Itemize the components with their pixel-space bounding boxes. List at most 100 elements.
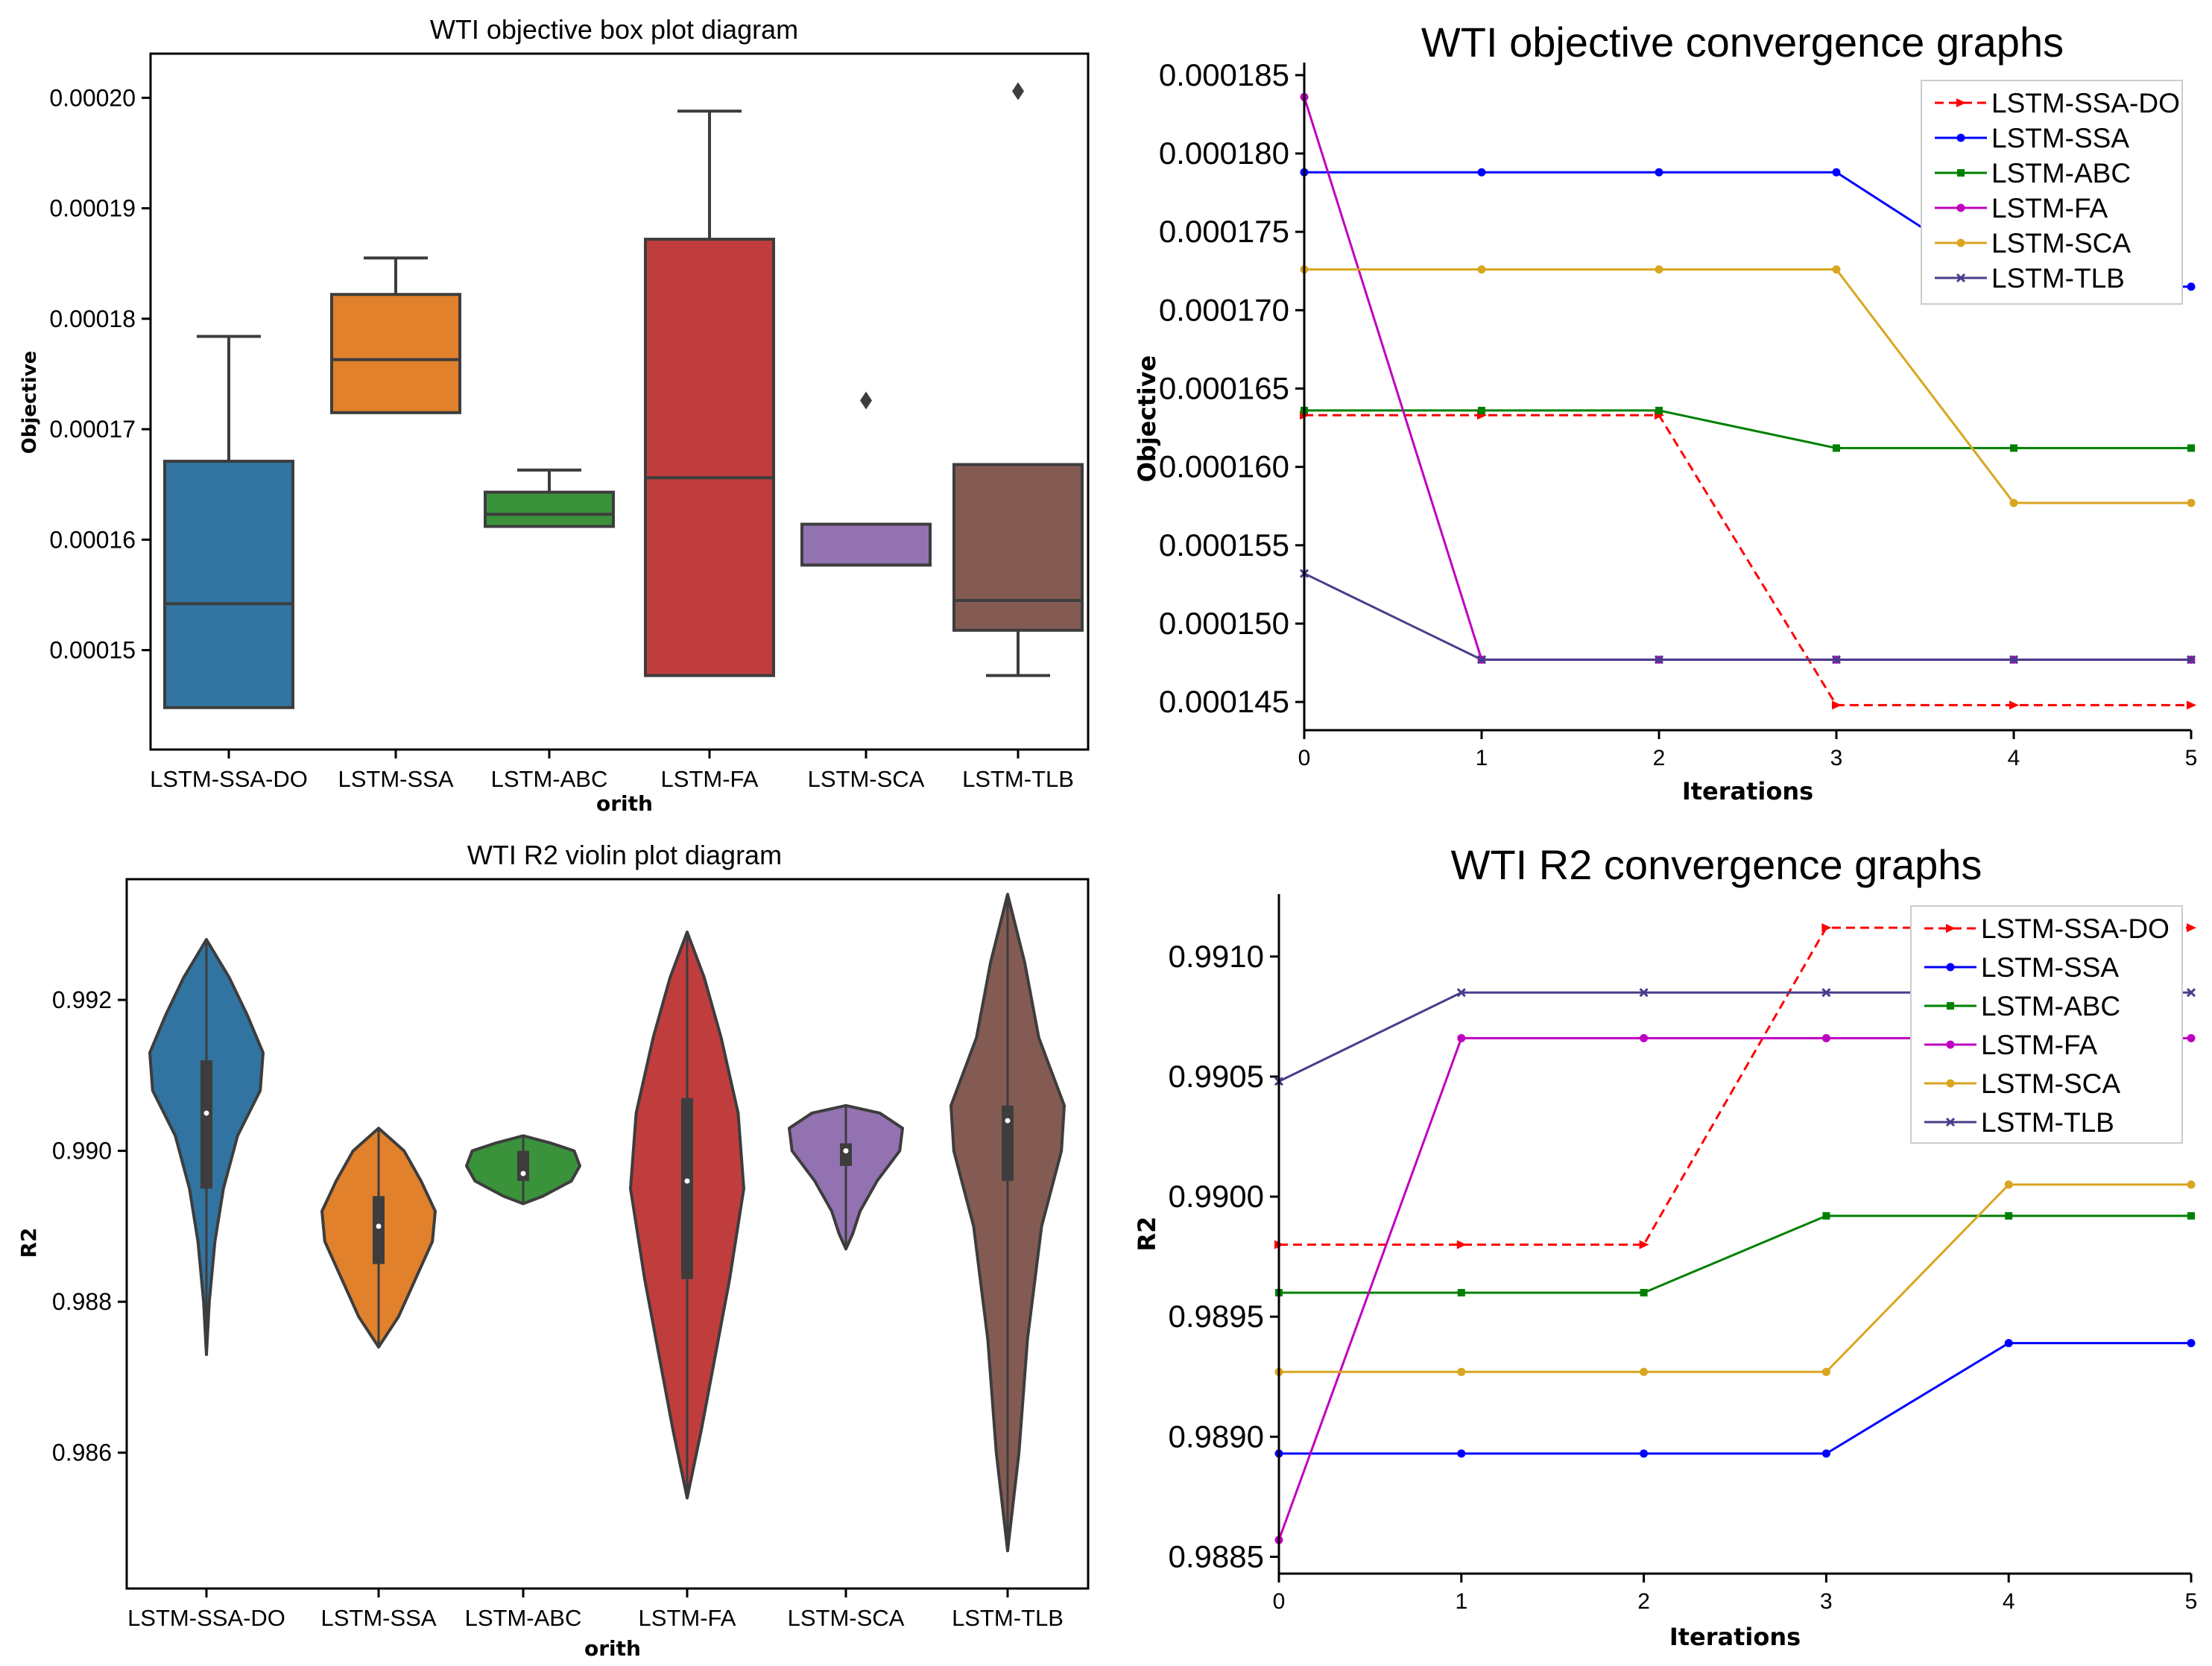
r2-conv-legend-frame	[1910, 905, 2183, 1144]
violin-x-tick-label: LSTM-SSA-DO	[127, 1605, 285, 1631]
obj-conv-point-lstm-tlb	[1476, 655, 1487, 665]
obj-conv-legend-marker-lstm-tlb	[1956, 273, 1966, 283]
obj-conv-x-tick-label: 5	[2185, 746, 2198, 770]
obj-conv-point-lstm-abc	[2187, 444, 2195, 452]
obj-conv-y-tick-label: 0.000165	[1159, 370, 1289, 405]
obj-conv-point-lstm-ssa	[1655, 168, 1663, 177]
obj-conv-point-lstm-sca	[1832, 265, 1841, 274]
violin-plot-x-label: orith	[584, 1636, 641, 1661]
box-x-tick-label: LSTM-SSA	[338, 766, 453, 792]
box-plot-x-axis: LSTM-SSA-DO LSTM-SSA LSTM-ABC LSTM-FA LSTM-S…	[150, 750, 1074, 792]
r2-conv-point-lstm-abc	[1457, 1288, 1465, 1296]
r2-conv-x-tick-label: 3	[1820, 1589, 1833, 1614]
box-x-tick-label: LSTM-ABC	[491, 766, 608, 792]
violin-y-tick-label: 0.988	[52, 1288, 112, 1315]
box-plot-title: WTI objective box plot diagram	[430, 14, 798, 45]
r2-conv-point-lstm-fa	[1457, 1033, 1466, 1042]
r2-conv-point-lstm-ssa	[1821, 1449, 1830, 1458]
r2-convergence-chart: WTI R2 convergence graphs 0.98850.98900.…	[1133, 841, 2197, 1651]
obj-conv-x-tick-label: 3	[1830, 746, 1843, 770]
r2-conv-point-lstm-ssa	[1640, 1449, 1649, 1458]
obj-conv-series-line-lstm-sca	[1304, 268, 2191, 504]
r2-conv-y-tick-label: 0.9910	[1169, 939, 1264, 974]
box-y-tick-label: 0.00018	[49, 305, 136, 332]
r2-conv-point-lstm-ssa	[2187, 1339, 2196, 1348]
obj-conv-point-lstm-abc	[1833, 444, 1840, 452]
r2-conv-point-lstm-ssa-do	[2187, 923, 2196, 933]
r2-conv-x-tick-label: 2	[1637, 1589, 1650, 1614]
r2-convergence-y-axis: 0.9885 0.9890 0.9895 0.9900 0.9905 0.9910	[1169, 939, 1279, 1574]
objective-convergence-x-axis: 0 1 2 3 4 5	[1298, 730, 2198, 770]
obj-conv-legend-marker-lstm-ssa	[1956, 133, 1965, 142]
r2-conv-series-line-lstm-ssa	[1279, 1342, 2191, 1455]
obj-conv-y-tick-label: 0.000155	[1159, 528, 1289, 563]
obj-conv-series-line-lstm-abc	[1304, 409, 2191, 449]
r2-conv-point-lstm-abc	[2187, 1212, 2195, 1220]
obj-conv-y-tick-label: 0.000185	[1159, 57, 1289, 92]
r2-conv-point-lstm-tlb	[1821, 988, 1831, 998]
r2-conv-legend-label-lstm-ssa: LSTM-SSA	[1981, 952, 2119, 983]
violin-plot-marks	[148, 893, 1066, 1553]
r2-conv-legend-marker-lstm-ssa	[1946, 963, 1955, 972]
r2-conv-series-line-lstm-sca	[1279, 1183, 2191, 1373]
box-y-tick-label: 0.00020	[49, 84, 136, 111]
obj-conv-legend-label-lstm-ssa: LSTM-SSA	[1991, 123, 2129, 153]
r2-conv-legend-marker-lstm-fa	[1946, 1040, 1955, 1049]
violin-iqr-lstm-fa	[681, 1098, 693, 1279]
box-y-tick-label: 0.00016	[49, 526, 136, 553]
box-lstm-abc	[484, 490, 615, 528]
violin-x-tick-label: LSTM-FA	[639, 1605, 736, 1631]
violin-median-lstm-ssa	[376, 1223, 382, 1229]
r2-conv-point-lstm-fa	[1640, 1033, 1649, 1042]
box-x-tick-label: LSTM-SSA-DO	[150, 766, 308, 792]
obj-conv-point-lstm-sca	[2187, 498, 2196, 507]
r2-conv-point-lstm-sca	[1821, 1367, 1830, 1376]
obj-conv-y-tick-label: 0.000150	[1159, 606, 1289, 641]
r2-convergence-x-axis: 0 1 2 3 4 5	[1273, 1574, 2198, 1614]
r2-conv-x-tick-label: 0	[1273, 1589, 1286, 1614]
r2-conv-x-tick-label: 5	[2185, 1589, 2198, 1614]
r2-conv-point-lstm-fa	[2187, 1033, 2196, 1042]
obj-conv-point-lstm-sca	[1477, 265, 1486, 274]
r2-conv-point-lstm-tlb	[1639, 988, 1649, 998]
obj-conv-legend-frame	[1921, 80, 2183, 305]
obj-conv-point-lstm-abc	[2010, 444, 2017, 452]
obj-conv-legend-marker-lstm-ssa-do	[1956, 98, 1966, 107]
obj-conv-legend-label-lstm-abc: LSTM-ABC	[1991, 158, 2131, 189]
violin-plot-frame	[125, 878, 1090, 1590]
r2-conv-legend-marker-lstm-tlb	[1945, 1117, 1956, 1127]
r2-conv-point-lstm-tlb	[1456, 988, 1466, 998]
r2-conv-series-line-lstm-abc	[1279, 1214, 2191, 1294]
r2-conv-point-lstm-abc	[1822, 1212, 1830, 1220]
objective-convergence-legend: LSTM-SSA-DO LSTM-SSA LSTM-ABC LSTM-FA LSTM-S…	[1921, 80, 2183, 305]
violin-x-tick-label: LSTM-SCA	[788, 1605, 905, 1631]
box-lstm-ssa-do	[163, 460, 294, 709]
violin-iqr-lstm-ssa	[373, 1196, 385, 1264]
obj-conv-x-tick-label: 2	[1653, 746, 1666, 770]
r2-conv-point-lstm-fa	[1821, 1033, 1830, 1042]
obj-conv-point-lstm-ssa	[1832, 168, 1841, 177]
obj-conv-legend-label-lstm-ssa-do: LSTM-SSA-DO	[1991, 88, 2180, 118]
r2-conv-x-tick-label: 1	[1455, 1589, 1467, 1614]
box-plot-frame	[149, 52, 1090, 751]
violin-y-tick-label: 0.986	[52, 1439, 112, 1466]
box-outlier-lstm-sca	[860, 391, 872, 410]
r2-convergence-y-label: R2	[1133, 1217, 1161, 1252]
violin-iqr-lstm-abc	[517, 1150, 529, 1182]
obj-conv-point-lstm-sca	[1655, 265, 1663, 274]
obj-conv-y-tick-label: 0.000145	[1159, 684, 1289, 719]
r2-conv-legend-marker-lstm-ssa-do	[1946, 924, 1956, 933]
violin-plot-title: WTI R2 violin plot diagram	[467, 840, 782, 870]
box-plot-x-label: orith	[596, 791, 653, 816]
obj-conv-legend-label-lstm-sca: LSTM-SCA	[1991, 228, 2131, 259]
r2-conv-point-lstm-ssa-do	[1639, 1240, 1649, 1250]
r2-conv-point-lstm-sca	[2004, 1180, 2013, 1189]
obj-conv-x-tick-label: 4	[2008, 746, 2020, 770]
r2-conv-legend-marker-lstm-abc	[1947, 1002, 1954, 1010]
obj-conv-point-lstm-ssa	[1477, 168, 1486, 177]
obj-conv-point-lstm-ssa-do	[2187, 700, 2196, 710]
r2-conv-y-tick-label: 0.9900	[1169, 1179, 1264, 1214]
objective-convergence-y-axis: 0.000145 0.000150 0.000155 0.000160 0.000165…	[1159, 57, 1304, 719]
objective-convergence-title: WTI objective convergence graphs	[1421, 19, 2064, 66]
obj-conv-point-lstm-tlb	[2186, 655, 2196, 665]
